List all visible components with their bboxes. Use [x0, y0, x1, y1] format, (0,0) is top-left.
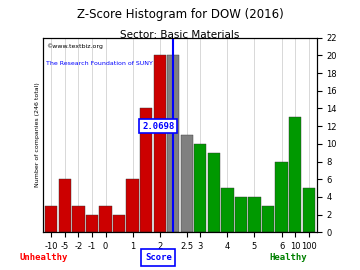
Bar	[86, 215, 98, 232]
Text: ©www.textbiz.org: ©www.textbiz.org	[46, 44, 103, 49]
Text: Healthy: Healthy	[269, 253, 307, 262]
Bar	[140, 109, 152, 232]
Bar	[113, 215, 125, 232]
Bar	[208, 153, 220, 232]
Bar	[59, 179, 71, 232]
Y-axis label: Number of companies (246 total): Number of companies (246 total)	[35, 83, 40, 187]
Bar	[126, 179, 139, 232]
Text: Score: Score	[145, 253, 172, 262]
Bar	[248, 197, 261, 232]
Text: The Research Foundation of SUNY: The Research Foundation of SUNY	[46, 61, 153, 66]
Text: 2.0698: 2.0698	[142, 122, 175, 131]
Bar	[167, 55, 179, 232]
Text: Sector: Basic Materials: Sector: Basic Materials	[120, 30, 240, 40]
Bar	[154, 55, 166, 232]
Bar	[45, 206, 58, 232]
Bar	[221, 188, 234, 232]
Text: Unhealthy: Unhealthy	[19, 253, 67, 262]
Bar	[194, 144, 206, 232]
Bar	[302, 188, 315, 232]
Bar	[262, 206, 274, 232]
Bar	[235, 197, 247, 232]
Bar	[181, 135, 193, 232]
Bar	[275, 161, 288, 232]
Bar	[99, 206, 112, 232]
Bar	[72, 206, 85, 232]
Text: Z-Score Histogram for DOW (2016): Z-Score Histogram for DOW (2016)	[77, 8, 283, 21]
Bar	[289, 117, 301, 232]
